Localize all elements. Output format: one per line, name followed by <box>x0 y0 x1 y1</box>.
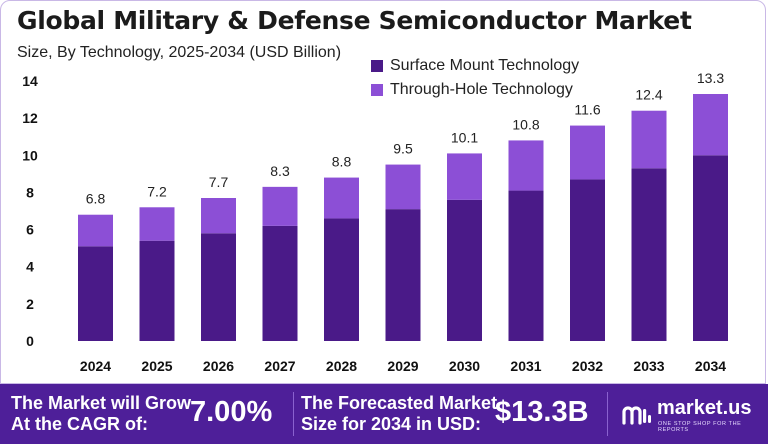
forecast-label: The Forecasted Market Size for 2034 in U… <box>301 393 498 434</box>
y-tick-label: 10 <box>22 147 38 163</box>
x-tick-label: 2025 <box>141 358 172 374</box>
x-tick-label: 2030 <box>449 358 480 374</box>
data-label-total: 10.8 <box>512 116 539 132</box>
chart-subtitle: Size, By Technology, 2025-2034 (USD Bill… <box>17 44 342 61</box>
bar-segment-through-hole <box>570 125 605 180</box>
stacked-bar-chart: 0 2 4 6 8 10 12 14 6.8 2024 7.2 2025 7.7 2026 8.3 2027 8… <box>22 70 728 374</box>
data-label-total: 10.1 <box>451 129 478 145</box>
legend-item-surface-mount: Surface Mount Technology <box>371 54 579 78</box>
y-tick-label: 6 <box>26 222 34 238</box>
bar-segment-through-hole <box>78 214 113 247</box>
data-label-total: 9.5 <box>393 141 413 157</box>
data-label-total: 12.4 <box>635 87 662 103</box>
data-label-total: 6.8 <box>86 191 106 207</box>
y-tick-label: 0 <box>26 333 34 349</box>
x-tick-label: 2031 <box>510 358 541 374</box>
bar-segment-through-hole <box>693 94 728 156</box>
data-label-total: 13.3 <box>697 70 724 86</box>
x-tick-label: 2032 <box>572 358 603 374</box>
bar-segment-through-hole <box>385 164 421 210</box>
bar-segment-through-hole <box>262 186 298 226</box>
bar-segment-surface-mount <box>324 218 359 341</box>
data-label-total: 8.8 <box>332 154 352 170</box>
y-tick-label: 12 <box>22 110 38 126</box>
legend-label-through-hole: Through-Hole Technology <box>390 81 573 98</box>
x-tick-label: 2027 <box>264 358 295 374</box>
bar-segment-surface-mount <box>631 168 667 341</box>
legend-label-surface-mount: Surface Mount Technology <box>390 57 580 74</box>
bar-segment-through-hole <box>508 140 544 191</box>
chart-title: Global Military & Defense Semiconductor … <box>17 6 692 35</box>
legend-swatch-through-hole <box>371 84 383 96</box>
cagr-label: The Market will Grow At the CAGR of: <box>11 393 192 434</box>
y-tick-label: 8 <box>26 184 34 200</box>
data-label-total: 8.3 <box>270 163 290 179</box>
data-label-total: 7.2 <box>147 183 167 199</box>
brand-tagline: ONE STOP SHOP FOR THE REPORTS <box>658 421 742 433</box>
x-tick-label: 2034 <box>695 358 726 374</box>
bar-segment-through-hole <box>201 198 236 234</box>
bar-segment-surface-mount <box>139 240 175 341</box>
x-tick-label: 2033 <box>633 358 664 374</box>
data-label-total: 7.7 <box>209 174 229 190</box>
chart-legend: Surface Mount Technology Through-Hole Te… <box>371 54 579 102</box>
bar-segment-through-hole <box>139 207 175 241</box>
x-tick-label: 2026 <box>203 358 234 374</box>
bar-segment-surface-mount <box>508 190 544 341</box>
footer-banner: The Market will Grow At the CAGR of: 7.0… <box>0 384 768 444</box>
cagr-value: 7.00% <box>190 396 273 428</box>
y-tick-label: 2 <box>26 296 34 312</box>
bar-segment-surface-mount <box>385 209 421 341</box>
bar-segment-surface-mount <box>570 179 605 341</box>
chart-frame <box>0 0 766 384</box>
bar-segment-surface-mount <box>447 199 482 341</box>
forecast-value: $13.3B <box>495 396 589 428</box>
footer-divider <box>607 392 608 436</box>
legend-item-through-hole: Through-Hole Technology <box>371 78 579 102</box>
bar-segment-surface-mount <box>693 155 728 341</box>
bar-segment-through-hole <box>447 153 482 200</box>
x-tick-label: 2024 <box>80 358 111 374</box>
y-tick-label: 4 <box>26 259 34 275</box>
bar-segment-surface-mount <box>78 246 113 341</box>
brand-name: market.us <box>657 397 752 419</box>
x-tick-label: 2029 <box>387 358 418 374</box>
x-tick-label: 2028 <box>326 358 357 374</box>
bar-segment-surface-mount <box>201 233 236 341</box>
bar-segment-surface-mount <box>262 225 298 341</box>
market-us-logo-icon <box>622 406 651 425</box>
bar-segment-through-hole <box>324 177 359 219</box>
bar-segment-through-hole <box>631 110 667 169</box>
y-tick-label: 14 <box>22 73 38 89</box>
data-label-total: 11.6 <box>574 102 600 118</box>
legend-swatch-surface-mount <box>371 60 383 72</box>
footer-divider <box>293 392 294 436</box>
